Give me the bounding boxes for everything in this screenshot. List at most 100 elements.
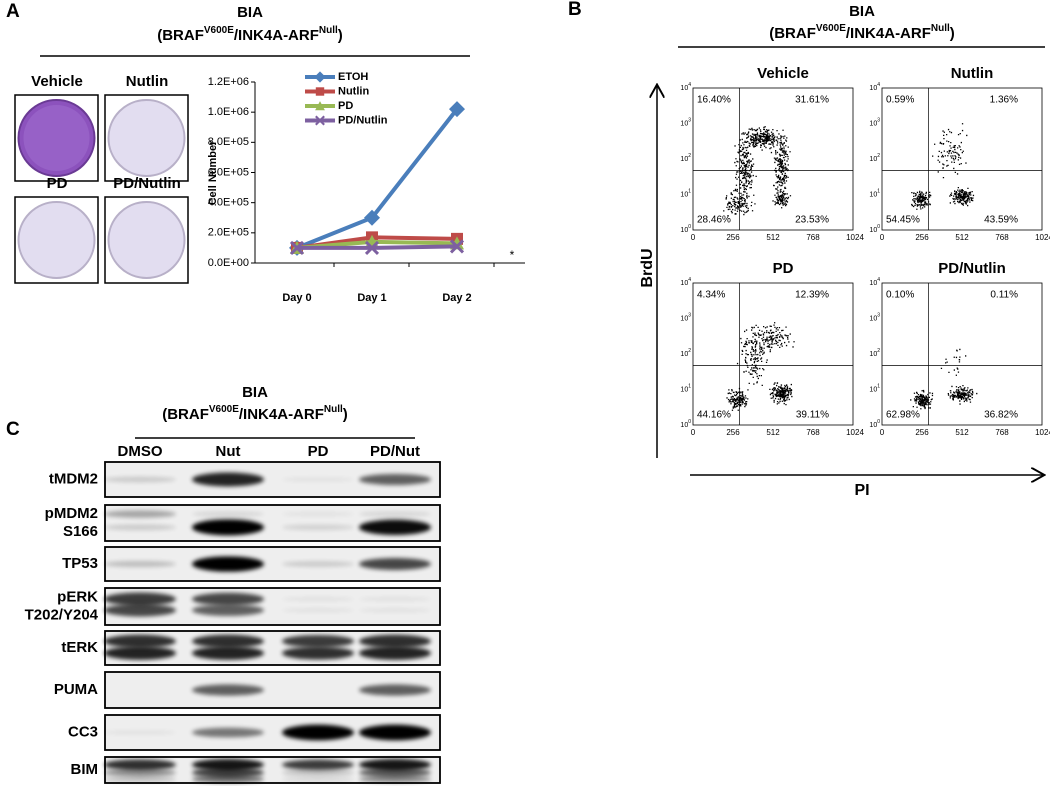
y-tick-base: 10 bbox=[869, 315, 877, 322]
dot-cloud bbox=[723, 126, 792, 217]
row-label: tMDM2 bbox=[49, 470, 98, 487]
panel-subtitle: (BRAFV600E/INK4A-ARFNull) bbox=[157, 25, 343, 44]
blot-band bbox=[192, 646, 264, 660]
subtitle-part: ) bbox=[338, 27, 343, 44]
blot-band bbox=[282, 561, 354, 567]
quadrant-percent: 54.45% bbox=[886, 215, 920, 226]
x-tick-label: 256 bbox=[915, 233, 929, 242]
marker bbox=[364, 240, 380, 255]
subtitle-part: ) bbox=[343, 406, 348, 423]
plate-label: PD bbox=[47, 175, 68, 192]
blot-band bbox=[359, 768, 431, 778]
row-label: S166 bbox=[63, 523, 98, 540]
blot-band bbox=[192, 511, 264, 517]
plot-frame bbox=[881, 282, 1043, 426]
blot-band bbox=[282, 596, 354, 602]
blot-band bbox=[282, 524, 354, 531]
y-tick-label: 101 bbox=[680, 384, 691, 394]
x-tick-label: 768 bbox=[995, 428, 1009, 437]
subtitle-part: ) bbox=[950, 25, 955, 42]
y-axis-label: Cell Number bbox=[207, 140, 219, 206]
y-tick-base: 10 bbox=[869, 227, 877, 234]
blot-band bbox=[359, 519, 431, 536]
y-tick-label: 104 bbox=[869, 277, 880, 287]
y-axis-label: BrdU bbox=[639, 248, 656, 287]
y-tick-label: 102 bbox=[869, 153, 880, 163]
blot-band bbox=[282, 511, 354, 517]
blot-band bbox=[359, 758, 431, 771]
plot-frame bbox=[881, 87, 1043, 231]
x-tick-label: 0 bbox=[880, 233, 885, 242]
blot-band bbox=[359, 684, 431, 696]
line bbox=[296, 107, 459, 250]
plate-well bbox=[17, 201, 96, 279]
y-tick-exponent: 3 bbox=[688, 313, 691, 319]
x-tick-label: 256 bbox=[726, 428, 740, 437]
marker bbox=[449, 101, 465, 118]
y-tick-base: 10 bbox=[680, 120, 688, 127]
x-tick-label: 0 bbox=[691, 428, 696, 437]
quadrant-percent: 23.53% bbox=[795, 215, 829, 226]
superscript: V600E bbox=[816, 23, 846, 34]
blot-band bbox=[282, 634, 354, 648]
panel-letter: C bbox=[6, 419, 20, 440]
blot-band bbox=[192, 472, 264, 487]
plot-title: Vehicle bbox=[757, 65, 809, 82]
y-tick-label: 102 bbox=[680, 348, 691, 358]
blot-band bbox=[104, 510, 176, 518]
blot-band bbox=[282, 646, 354, 660]
y-tick-label: 100 bbox=[869, 224, 880, 234]
blot-band bbox=[192, 684, 264, 696]
y-tick-base: 10 bbox=[680, 422, 688, 429]
superscript: Null bbox=[931, 23, 950, 34]
plate-well bbox=[107, 99, 186, 177]
panel-title: BIA bbox=[849, 3, 875, 20]
plate-label: Nutlin bbox=[126, 73, 169, 90]
subtitle-part: (BRAF bbox=[162, 406, 209, 423]
x-tick-label: Day 1 bbox=[357, 292, 386, 304]
blot-band bbox=[104, 603, 176, 617]
superscript: Null bbox=[324, 404, 343, 415]
y-tick-base: 10 bbox=[680, 156, 688, 163]
legend-marker bbox=[315, 101, 325, 111]
y-tick-label: 101 bbox=[869, 384, 880, 394]
x-tick-label: 1024 bbox=[846, 428, 864, 437]
y-tick-label: 104 bbox=[680, 277, 691, 287]
x-tick-label: Day 0 bbox=[282, 292, 311, 304]
x-tick-label: 768 bbox=[995, 233, 1009, 242]
plate-label: Vehicle bbox=[31, 73, 83, 90]
blot-band bbox=[104, 634, 176, 648]
y-tick-label: 4.0E+05 bbox=[208, 197, 249, 209]
quadrant-percent: 1.36% bbox=[990, 95, 1018, 106]
y-tick-base: 10 bbox=[869, 85, 877, 92]
y-tick-exponent: 1 bbox=[688, 189, 691, 195]
row-label: BIM bbox=[71, 761, 99, 778]
y-tick-exponent: 3 bbox=[688, 118, 691, 124]
quadrant-percent: 0.59% bbox=[886, 95, 914, 106]
blot-band bbox=[282, 724, 354, 741]
y-tick-label: 6.0E+05 bbox=[208, 166, 249, 178]
lane-label: Nut bbox=[216, 443, 241, 460]
y-tick-label: 100 bbox=[680, 224, 691, 234]
y-tick-exponent: 3 bbox=[877, 118, 880, 124]
plot-frame bbox=[692, 282, 854, 426]
panel-subtitle: (BRAFV600E/INK4A-ARFNull) bbox=[769, 23, 955, 42]
y-tick-exponent: 0 bbox=[688, 419, 691, 425]
x-tick-label: 256 bbox=[915, 428, 929, 437]
legend-label: Nutlin bbox=[338, 85, 369, 97]
superscript: V600E bbox=[209, 404, 239, 415]
y-tick-label: 102 bbox=[869, 348, 880, 358]
y-tick-base: 10 bbox=[869, 422, 877, 429]
y-tick-base: 10 bbox=[680, 191, 688, 198]
row-label: pERK bbox=[57, 588, 98, 605]
plot-title: Nutlin bbox=[951, 65, 994, 82]
y-tick-label: 103 bbox=[869, 118, 880, 128]
x-tick-label: 1024 bbox=[1035, 233, 1050, 242]
lane-label: PD bbox=[308, 443, 329, 460]
annotation: * bbox=[510, 248, 515, 262]
x-tick-label: 512 bbox=[955, 233, 969, 242]
blot-band bbox=[359, 474, 431, 485]
y-tick-exponent: 2 bbox=[688, 348, 691, 354]
dot-cloud bbox=[726, 322, 795, 411]
